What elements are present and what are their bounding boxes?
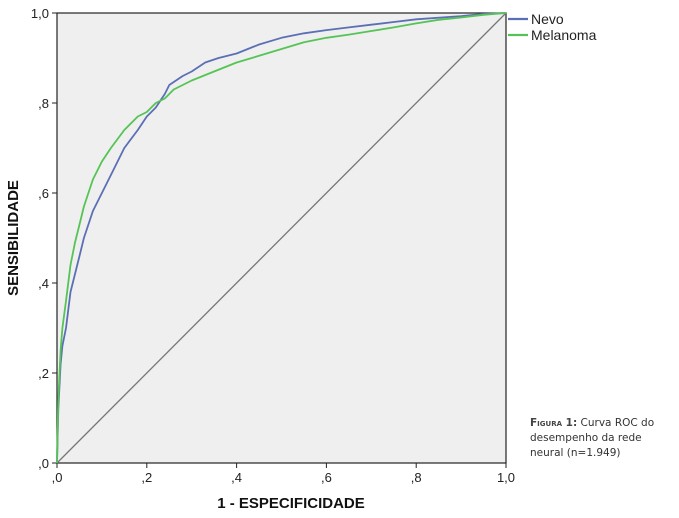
x-tick-label: 1,0 [497, 470, 515, 485]
x-tick-label: ,8 [411, 470, 422, 485]
series-line-nevo [56, 12, 507, 464]
reference-line [56, 12, 507, 464]
figure-caption: Figura 1: Curva ROC do desempenho da red… [530, 416, 675, 461]
y-tick-label: ,8 [38, 96, 49, 111]
caption-text: Curva ROC do desempenho da rede neural (… [530, 417, 655, 459]
x-tick-label: ,6 [321, 470, 332, 485]
x-tick-label: ,0 [52, 470, 63, 485]
legend-label: Nevo [531, 11, 564, 27]
y-tick-label: 1,0 [31, 6, 49, 21]
series-line-melanoma [56, 12, 507, 464]
x-tick-label: ,4 [231, 470, 242, 485]
y-tick-label: ,4 [38, 276, 49, 291]
y-tick-label: ,0 [38, 456, 49, 471]
roc-series [56, 12, 507, 464]
legend-label: Melanoma [531, 27, 597, 43]
axis-ticks: ,0 ,2 ,4 ,6 ,8 1,0 ,0 ,2 ,4 ,6 ,8 1,0 [31, 6, 515, 485]
caption-label: Figura 1: [530, 417, 578, 429]
x-tick-label: ,2 [141, 470, 152, 485]
x-axis-title: 1 - ESPECIFICIDADE [217, 495, 365, 512]
y-axis-title: SENSIBILIDADE [5, 180, 22, 296]
y-tick-label: ,2 [38, 366, 49, 381]
reference-diagonal [56, 12, 507, 464]
y-tick-label: ,6 [38, 186, 49, 201]
